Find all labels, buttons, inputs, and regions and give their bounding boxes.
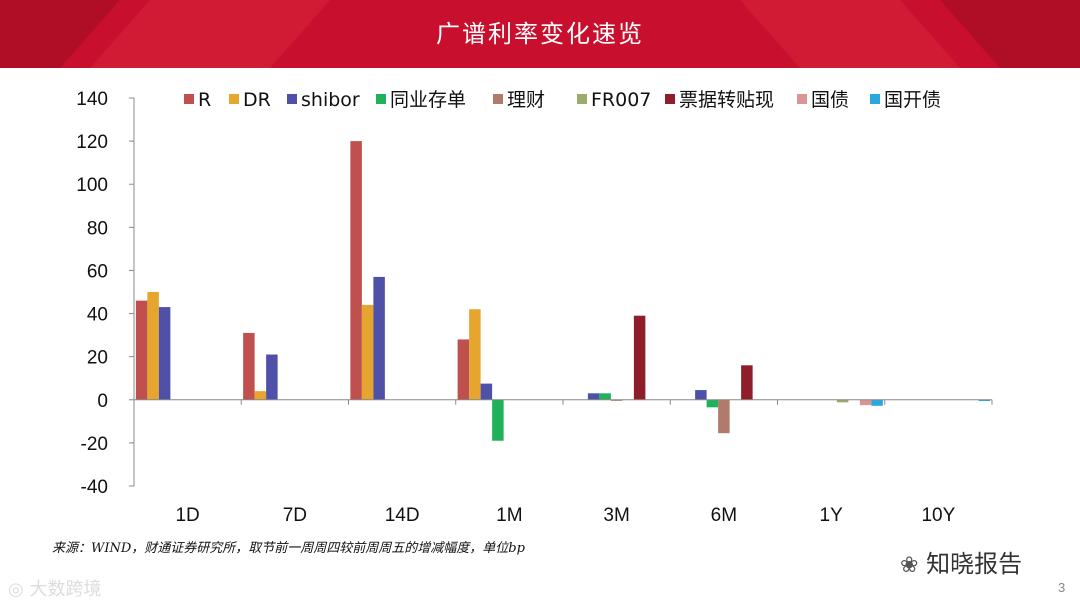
bar-DR-1D xyxy=(147,292,159,400)
legend-label-R: R xyxy=(198,89,211,111)
x-tick-label: 1D xyxy=(175,505,199,526)
legend-label-FR007: FR007 xyxy=(591,89,651,111)
x-axis: 1D 7D 14D 1M 3M 6M 1Y 10Y xyxy=(133,399,993,526)
bar-DR-14D xyxy=(361,304,374,400)
bar-国开债-10Y xyxy=(978,399,991,402)
legend-swatch-理财 xyxy=(493,94,503,104)
legend-swatch-R xyxy=(184,94,194,104)
chart-legend: R DR shibor 同业存单 理财 FR007 票据转贴现 国债 国开债 xyxy=(184,89,941,111)
bar-国债-1Y xyxy=(859,399,872,406)
bar-R-7D xyxy=(243,332,255,400)
bar-票据转贴现-6M xyxy=(741,365,753,400)
x-tick-label: 7D xyxy=(283,505,307,526)
legend-label-国开债: 国开债 xyxy=(884,89,941,111)
watermark-logo-icon: ◎ xyxy=(8,579,24,600)
bar-shibor-1D xyxy=(158,307,171,400)
page-title: 广谱利率变化速览 xyxy=(436,20,644,48)
x-tick-label: 10Y xyxy=(921,505,955,526)
y-tick-label: -40 xyxy=(81,477,108,498)
bar-shibor-6M xyxy=(695,390,707,400)
bar-chart: R DR shibor 同业存单 理财 FR007 票据转贴现 国债 国开债 140 120 100… xyxy=(76,89,993,526)
legend-label-同业存单: 同业存单 xyxy=(390,89,466,111)
header-banner: 广谱利率变化速览 xyxy=(0,0,1080,68)
x-tick-label: 14D xyxy=(385,505,420,526)
watermark-dashujk: ◎ 大数跨境 xyxy=(8,575,101,601)
legend-label-国债: 国债 xyxy=(811,89,849,111)
y-tick-label: 120 xyxy=(76,132,108,153)
x-tick-label: 1Y xyxy=(820,505,844,526)
bar-同业存单-1M xyxy=(492,399,504,441)
bar-shibor-7D xyxy=(266,354,278,400)
y-tick-label: 100 xyxy=(76,175,108,196)
watermark-zhixiao: ❀ 知晓报告 xyxy=(900,544,1022,579)
wechat-icon: ❀ xyxy=(900,553,919,578)
legend-label-DR: DR xyxy=(243,89,271,111)
y-tick-label: -20 xyxy=(81,434,108,455)
legend-label-票据转贴现: 票据转贴现 xyxy=(679,89,774,111)
chart-bars xyxy=(135,141,991,441)
bar-shibor-14D xyxy=(373,276,385,400)
bar-FR007-1Y xyxy=(836,399,849,403)
bar-理财-6M xyxy=(718,399,730,434)
bar-shibor-3M xyxy=(587,393,600,400)
y-axis: 140 120 100 80 60 40 20 0 -20 -40 xyxy=(76,89,135,498)
x-tick-label: 3M xyxy=(603,505,629,526)
legend-label-理财: 理财 xyxy=(507,89,545,111)
bar-同业存单-6M xyxy=(706,399,719,408)
bar-shibor-1M xyxy=(480,383,493,400)
watermark-right-text: 知晓报告 xyxy=(926,550,1023,578)
y-tick-label: 140 xyxy=(76,89,108,110)
legend-swatch-DR xyxy=(229,94,239,104)
page-number: 3 xyxy=(1058,580,1066,595)
banner-decoration xyxy=(0,0,1080,68)
bar-同业存单-3M xyxy=(599,393,611,400)
bar-DR-1M xyxy=(469,309,481,400)
legend-swatch-同业存单 xyxy=(376,94,386,104)
bar-R-1M xyxy=(457,339,470,400)
bar-理财-3M xyxy=(610,399,623,401)
bar-DR-7D xyxy=(254,391,267,400)
y-tick-label: 20 xyxy=(87,348,108,369)
y-tick-label: 40 xyxy=(87,305,108,326)
y-tick-label: 60 xyxy=(87,261,108,282)
bar-R-1D xyxy=(135,300,148,400)
legend-swatch-shibor xyxy=(287,94,297,104)
legend-swatch-国开债 xyxy=(870,94,880,104)
y-tick-label: 80 xyxy=(87,218,108,239)
bar-国开债-1Y xyxy=(871,399,883,406)
x-tick-label: 6M xyxy=(711,505,737,526)
bar-票据转贴现-3M xyxy=(633,315,646,400)
x-tick-label: 1M xyxy=(496,505,522,526)
watermark-left-text: 大数跨境 xyxy=(29,579,102,600)
source-note: 来源：WIND，财通证券研究所，取节前一周周四较前周周五的增减幅度，单位bp xyxy=(52,541,525,556)
legend-label-shibor: shibor xyxy=(301,89,360,111)
y-tick-label: 0 xyxy=(97,391,108,412)
legend-swatch-票据转贴现 xyxy=(665,94,675,104)
legend-swatch-FR007 xyxy=(577,94,587,104)
bar-R-14D xyxy=(350,141,362,400)
legend-swatch-国债 xyxy=(797,94,807,104)
